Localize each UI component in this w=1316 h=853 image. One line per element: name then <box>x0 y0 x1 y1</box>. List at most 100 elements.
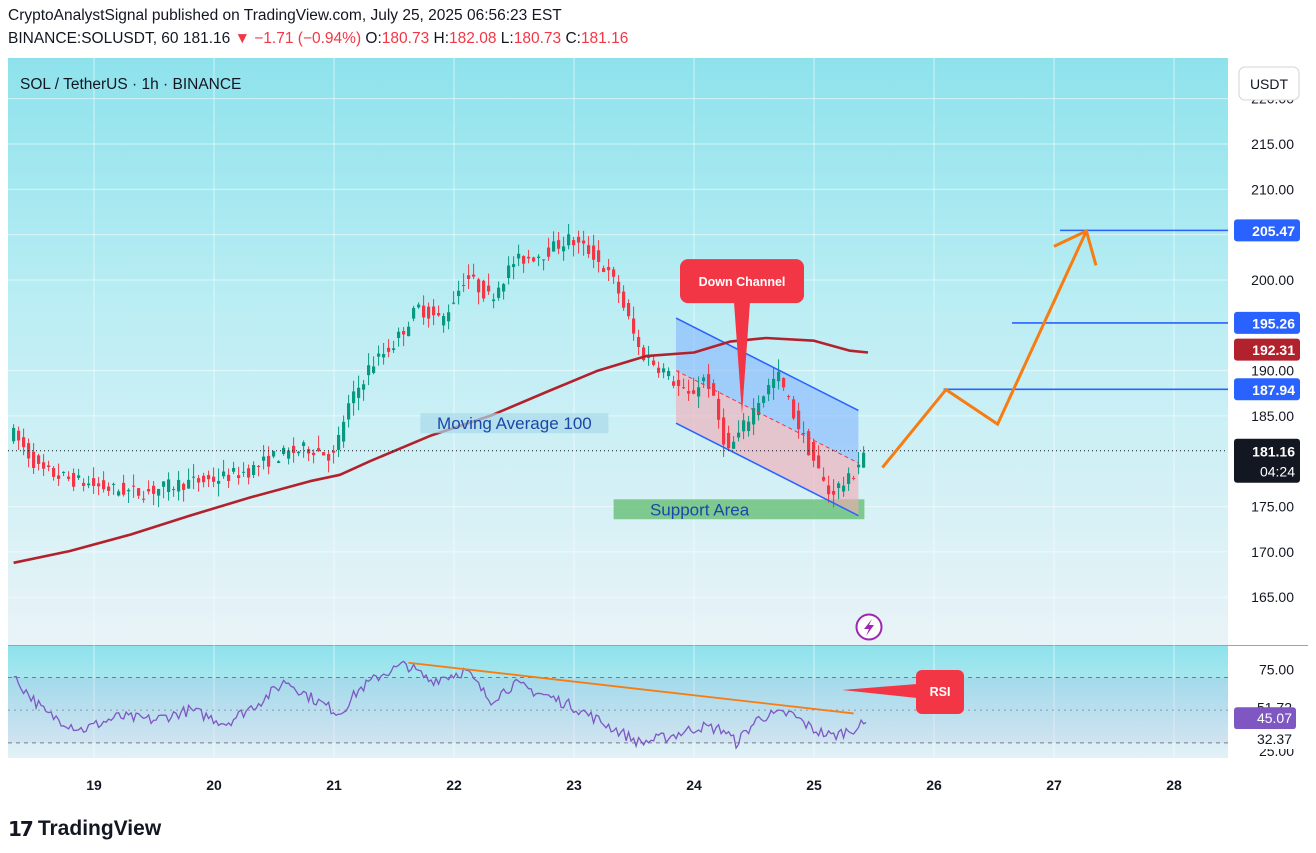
candle <box>747 415 751 437</box>
candle <box>162 481 166 499</box>
candle-body <box>557 240 561 249</box>
candle <box>372 356 376 375</box>
rsi-divergence-trendline[interactable] <box>408 661 854 715</box>
candle-body <box>677 379 681 387</box>
candle <box>177 471 181 501</box>
candle-body <box>827 485 831 495</box>
candle <box>72 468 76 492</box>
chart-area[interactable]: Moving Average 100 Support Area Down Chann… <box>8 58 1308 803</box>
support-area-label: Support Area <box>650 500 750 519</box>
candle <box>812 438 816 468</box>
candle-body <box>382 354 386 358</box>
rsi-value-text: 32.37 <box>1257 731 1292 747</box>
current-price-label: 181.16 04:24 <box>1234 438 1300 483</box>
candle <box>552 231 556 252</box>
candle <box>772 367 776 400</box>
candle <box>232 461 236 475</box>
projection-arrowhead <box>1053 228 1098 266</box>
candle <box>467 264 471 289</box>
channel-upper-line[interactable] <box>675 317 859 412</box>
candle <box>577 230 581 254</box>
candle <box>737 420 741 442</box>
candle-body <box>387 347 391 352</box>
rsi-line[interactable] <box>13 660 867 750</box>
candle-body <box>252 465 256 475</box>
candle <box>862 446 866 468</box>
candle <box>742 413 746 440</box>
candle-body <box>672 381 676 386</box>
channel-lower-fill <box>676 370 859 516</box>
candle-body <box>437 313 441 316</box>
candle-body <box>127 489 131 492</box>
lightning-icon[interactable] <box>855 613 883 641</box>
time-tick-label: 23 <box>566 777 582 793</box>
price-level-label: 187.94 <box>1234 378 1300 401</box>
candle <box>632 306 636 341</box>
candle <box>672 375 676 389</box>
channel-mid-line <box>675 370 859 464</box>
price-level-label-text: 192.31 <box>1252 342 1295 358</box>
candle-body <box>272 451 276 457</box>
candle <box>317 435 321 453</box>
candle <box>257 464 261 477</box>
candle <box>482 279 486 302</box>
candle <box>607 259 611 282</box>
candle-body <box>727 432 731 448</box>
candle <box>537 254 541 267</box>
candle-body <box>752 408 756 425</box>
candle <box>87 475 91 489</box>
tradingview-logo[interactable]: 17 TradingView <box>8 817 161 841</box>
candle <box>42 454 46 476</box>
candle-body <box>462 284 466 286</box>
candle <box>367 353 371 386</box>
candle-body <box>862 452 866 468</box>
candle <box>112 482 116 495</box>
candle-body <box>762 396 766 403</box>
candle-body <box>697 387 701 397</box>
open-value: 180.73 <box>381 30 430 47</box>
candle <box>652 355 656 367</box>
candle <box>212 467 216 488</box>
candle-body <box>737 432 741 438</box>
channel-lower-line[interactable] <box>675 422 859 517</box>
candle <box>427 302 431 328</box>
price-level-label-bg <box>1234 378 1300 401</box>
support-area-zone[interactable] <box>613 499 865 520</box>
candle-body <box>467 275 471 279</box>
rsi-value-label: 32.37 <box>1234 729 1296 750</box>
candle-body <box>847 473 851 484</box>
candle-body <box>232 467 236 472</box>
candle <box>827 475 831 503</box>
rsi-callout[interactable]: RSI <box>842 670 964 714</box>
candle <box>407 321 411 337</box>
candle-body <box>332 450 336 453</box>
candle <box>782 377 786 392</box>
candle <box>487 273 491 295</box>
candle-body <box>772 378 776 388</box>
candle <box>547 237 551 261</box>
candle <box>722 408 726 457</box>
projection-path[interactable] <box>881 230 1088 469</box>
candle-body <box>242 471 246 473</box>
candle-body <box>357 387 361 398</box>
candle-body <box>417 304 421 308</box>
candle-body <box>352 391 356 404</box>
price-tick-label: 215.00 <box>1251 136 1294 152</box>
rsi-pane[interactable] <box>8 660 1228 750</box>
candle-body <box>637 337 641 348</box>
candle <box>767 378 771 402</box>
candle <box>677 370 681 396</box>
candle-body <box>707 374 711 389</box>
currency-button[interactable]: USDT <box>1238 66 1300 101</box>
candle <box>172 486 176 497</box>
candle <box>437 305 441 317</box>
candle <box>187 468 191 490</box>
candle-body <box>302 442 306 447</box>
down-channel-callout[interactable]: Down Channel <box>680 259 804 415</box>
candle-body <box>402 330 406 335</box>
candle-body <box>162 481 166 487</box>
candle <box>507 256 511 285</box>
candle <box>97 476 101 496</box>
candle <box>817 445 821 469</box>
candle-body <box>237 475 241 479</box>
